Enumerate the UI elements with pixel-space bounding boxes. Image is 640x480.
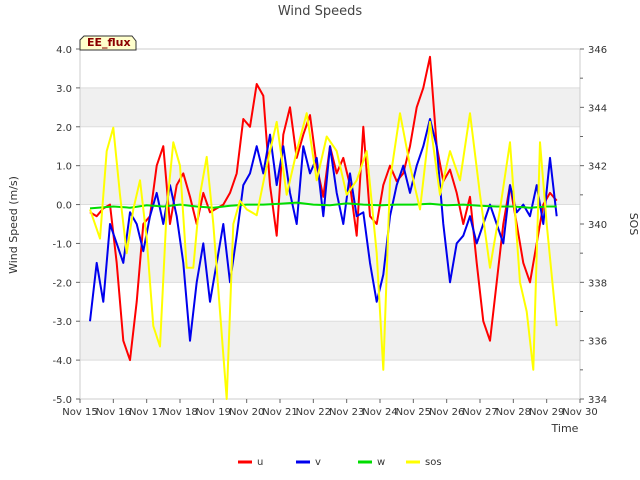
- x-tick-label: Nov 27: [462, 407, 497, 418]
- y-tick-label: 4.0: [56, 45, 72, 56]
- x-tick-label: Nov 21: [262, 407, 297, 418]
- legend: u v w sos: [238, 457, 442, 468]
- y-tick-label: -4.0: [52, 356, 72, 367]
- chart-title: Wind Speeds: [278, 4, 363, 19]
- x-tick-label: Nov 19: [196, 407, 231, 418]
- x-tick-label: Nov 26: [429, 407, 464, 418]
- y-tick-label: -5.0: [52, 395, 72, 406]
- band: [80, 321, 580, 361]
- y2-tick-label: 340: [588, 220, 607, 231]
- x-tick-label: Nov 30: [562, 407, 597, 418]
- y-tick-label: 2.0: [56, 123, 72, 134]
- series-lines: [89, 55, 558, 400]
- y-tick-label: 0.0: [56, 201, 72, 212]
- legend-label-v: v: [315, 457, 321, 468]
- band: [80, 87, 580, 127]
- y-axis-ticks: -5.0 -4.0 -3.0 -2.0 -1.0 0.0 1.0 2.0 3.0 4.0: [52, 45, 80, 406]
- y2-tick-label: 334: [588, 395, 607, 406]
- site-label-box: EE_flux: [79, 35, 137, 51]
- legend-label-sos: sos: [425, 457, 442, 468]
- series-line-sos: [89, 112, 558, 400]
- y2-tick-label: 342: [588, 162, 607, 173]
- x-tick-label: Nov 28: [496, 407, 531, 418]
- y2-tick-label: 338: [588, 278, 607, 289]
- y2-axis-label: SOS: [627, 213, 640, 236]
- x-tick-label: Nov 22: [296, 407, 331, 418]
- y-axis-label: Wind Speed (m/s): [7, 176, 20, 274]
- x-tick-label: Nov 16: [96, 407, 131, 418]
- y-tick-label: -1.0: [52, 239, 72, 250]
- background-bands: [80, 87, 580, 361]
- site-label: EE_flux: [87, 36, 131, 49]
- y2-axis-ticks: 334 336 338 340 342 344 346: [580, 45, 607, 406]
- y2-tick-label: 346: [588, 45, 607, 56]
- x-tick-label: Nov 20: [229, 407, 264, 418]
- series-line-w: [89, 201, 557, 210]
- y-tick-label: -3.0: [52, 317, 72, 328]
- y-tick-label: 1.0: [56, 162, 72, 173]
- band: [80, 165, 580, 205]
- legend-label-w: w: [377, 457, 385, 468]
- x-tick-label: Nov 15: [62, 407, 97, 418]
- y-tick-label: 3.0: [56, 84, 72, 95]
- y2-tick-label: 336: [588, 337, 607, 348]
- y2-tick-label: 344: [588, 103, 607, 114]
- x-tick-label: Nov 17: [129, 407, 164, 418]
- x-tick-label: Nov 24: [362, 407, 397, 418]
- y-tick-label: -2.0: [52, 278, 72, 289]
- band: [80, 243, 580, 283]
- x-tick-label: Nov 25: [396, 407, 431, 418]
- x-tick-label: Nov 23: [329, 407, 364, 418]
- x-tick-label: Nov 29: [529, 407, 564, 418]
- legend-label-u: u: [257, 457, 263, 468]
- x-tick-label: Nov 18: [162, 407, 197, 418]
- x-axis-label: Time: [551, 422, 579, 435]
